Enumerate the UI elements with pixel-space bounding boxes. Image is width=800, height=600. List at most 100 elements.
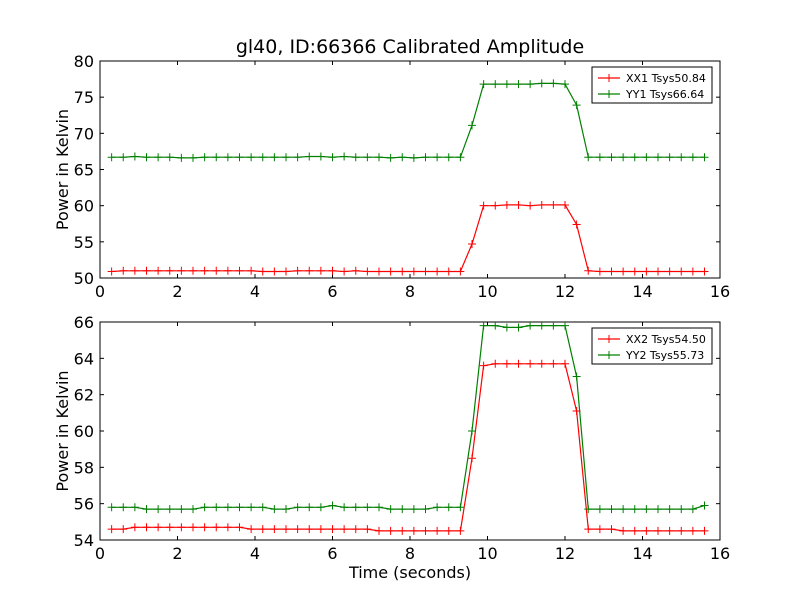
data-point	[468, 240, 476, 249]
y-tick-label: 75	[74, 88, 94, 107]
data-point	[444, 503, 453, 512]
data-point	[119, 525, 128, 534]
y-tick-label: 65	[74, 161, 94, 180]
data-point	[502, 80, 511, 89]
data-point	[526, 80, 535, 89]
data-point	[526, 359, 535, 368]
data-point	[665, 526, 674, 535]
data-point	[351, 266, 360, 275]
data-point	[444, 526, 453, 535]
data-point	[654, 526, 662, 535]
data-point	[700, 526, 709, 535]
data-point	[282, 153, 290, 162]
data-point	[189, 266, 197, 275]
x-tick-label: 10	[477, 282, 497, 301]
data-point	[235, 153, 244, 162]
data-point	[328, 266, 337, 275]
data-point	[119, 153, 128, 162]
series-1	[107, 79, 709, 162]
y-tick-label: 66	[74, 313, 94, 332]
data-point	[619, 526, 628, 535]
y-tick-label: 60	[74, 422, 94, 441]
data-point	[305, 503, 314, 512]
data-point	[479, 322, 488, 330]
x-tick-label: 12	[555, 282, 575, 301]
data-point	[700, 501, 709, 510]
data-point	[433, 267, 442, 276]
legend-marker	[605, 335, 613, 343]
data-point	[258, 525, 267, 534]
data-point	[456, 267, 465, 276]
data-point	[502, 200, 511, 209]
data-point	[607, 505, 616, 514]
data-point	[398, 505, 407, 514]
data-point	[363, 503, 372, 512]
y-tick-label: 80	[74, 52, 94, 71]
data-point	[340, 267, 349, 276]
data-point	[130, 523, 139, 532]
data-point	[654, 505, 662, 514]
data-point	[537, 322, 546, 330]
data-point	[235, 503, 244, 512]
data-point	[491, 80, 500, 89]
data-point	[514, 323, 523, 332]
data-point	[200, 523, 209, 532]
data-point	[247, 266, 256, 275]
data-point	[375, 153, 383, 162]
series-line	[111, 325, 705, 510]
legend-marker	[605, 74, 613, 82]
x-tick-label: 10	[477, 544, 497, 563]
data-point	[282, 505, 290, 514]
data-point	[654, 267, 662, 276]
data-point	[223, 503, 232, 512]
data-point	[305, 266, 314, 275]
data-point	[177, 523, 186, 532]
data-point	[642, 153, 651, 162]
x-tick-label: 12	[555, 544, 575, 563]
data-point	[270, 525, 279, 534]
data-point	[421, 505, 430, 514]
x-tick-label: 16	[710, 544, 730, 563]
data-point	[107, 153, 116, 162]
data-point	[630, 505, 639, 514]
data-point	[607, 267, 616, 276]
y-tick-label: 64	[74, 349, 94, 368]
data-point	[235, 266, 244, 275]
bottom-panel: 0 2 4 6 8 10 12 14 16 54 56 58 60 62 64 66 Power in Kelv…	[53, 313, 730, 582]
data-point	[502, 323, 511, 332]
data-point	[572, 220, 581, 229]
data-point	[549, 79, 558, 88]
data-point	[642, 526, 651, 535]
data-point	[305, 152, 314, 161]
data-point	[537, 359, 546, 368]
data-point	[607, 153, 616, 162]
data-point	[165, 505, 174, 514]
data-point	[630, 267, 639, 276]
data-point	[549, 322, 558, 330]
legend-marker	[605, 90, 613, 98]
data-point	[200, 153, 209, 162]
data-point	[328, 501, 337, 510]
x-tick-label: 4	[250, 282, 260, 301]
data-point	[433, 153, 442, 162]
data-point	[316, 503, 325, 512]
data-point	[700, 267, 709, 276]
data-point	[223, 153, 232, 162]
data-point	[398, 267, 407, 276]
data-point	[595, 525, 604, 534]
x-tick-label: 14	[632, 544, 652, 563]
data-point	[107, 267, 116, 276]
data-point	[595, 153, 604, 162]
data-point	[398, 526, 407, 535]
data-point	[200, 503, 209, 512]
series-line	[111, 204, 705, 273]
series-0	[107, 200, 709, 276]
y-tick-label: 62	[74, 386, 94, 405]
data-point	[444, 153, 453, 162]
data-point	[130, 503, 139, 512]
data-point	[270, 505, 279, 514]
data-point	[433, 526, 442, 535]
data-point	[665, 505, 674, 514]
series-line	[111, 82, 705, 159]
